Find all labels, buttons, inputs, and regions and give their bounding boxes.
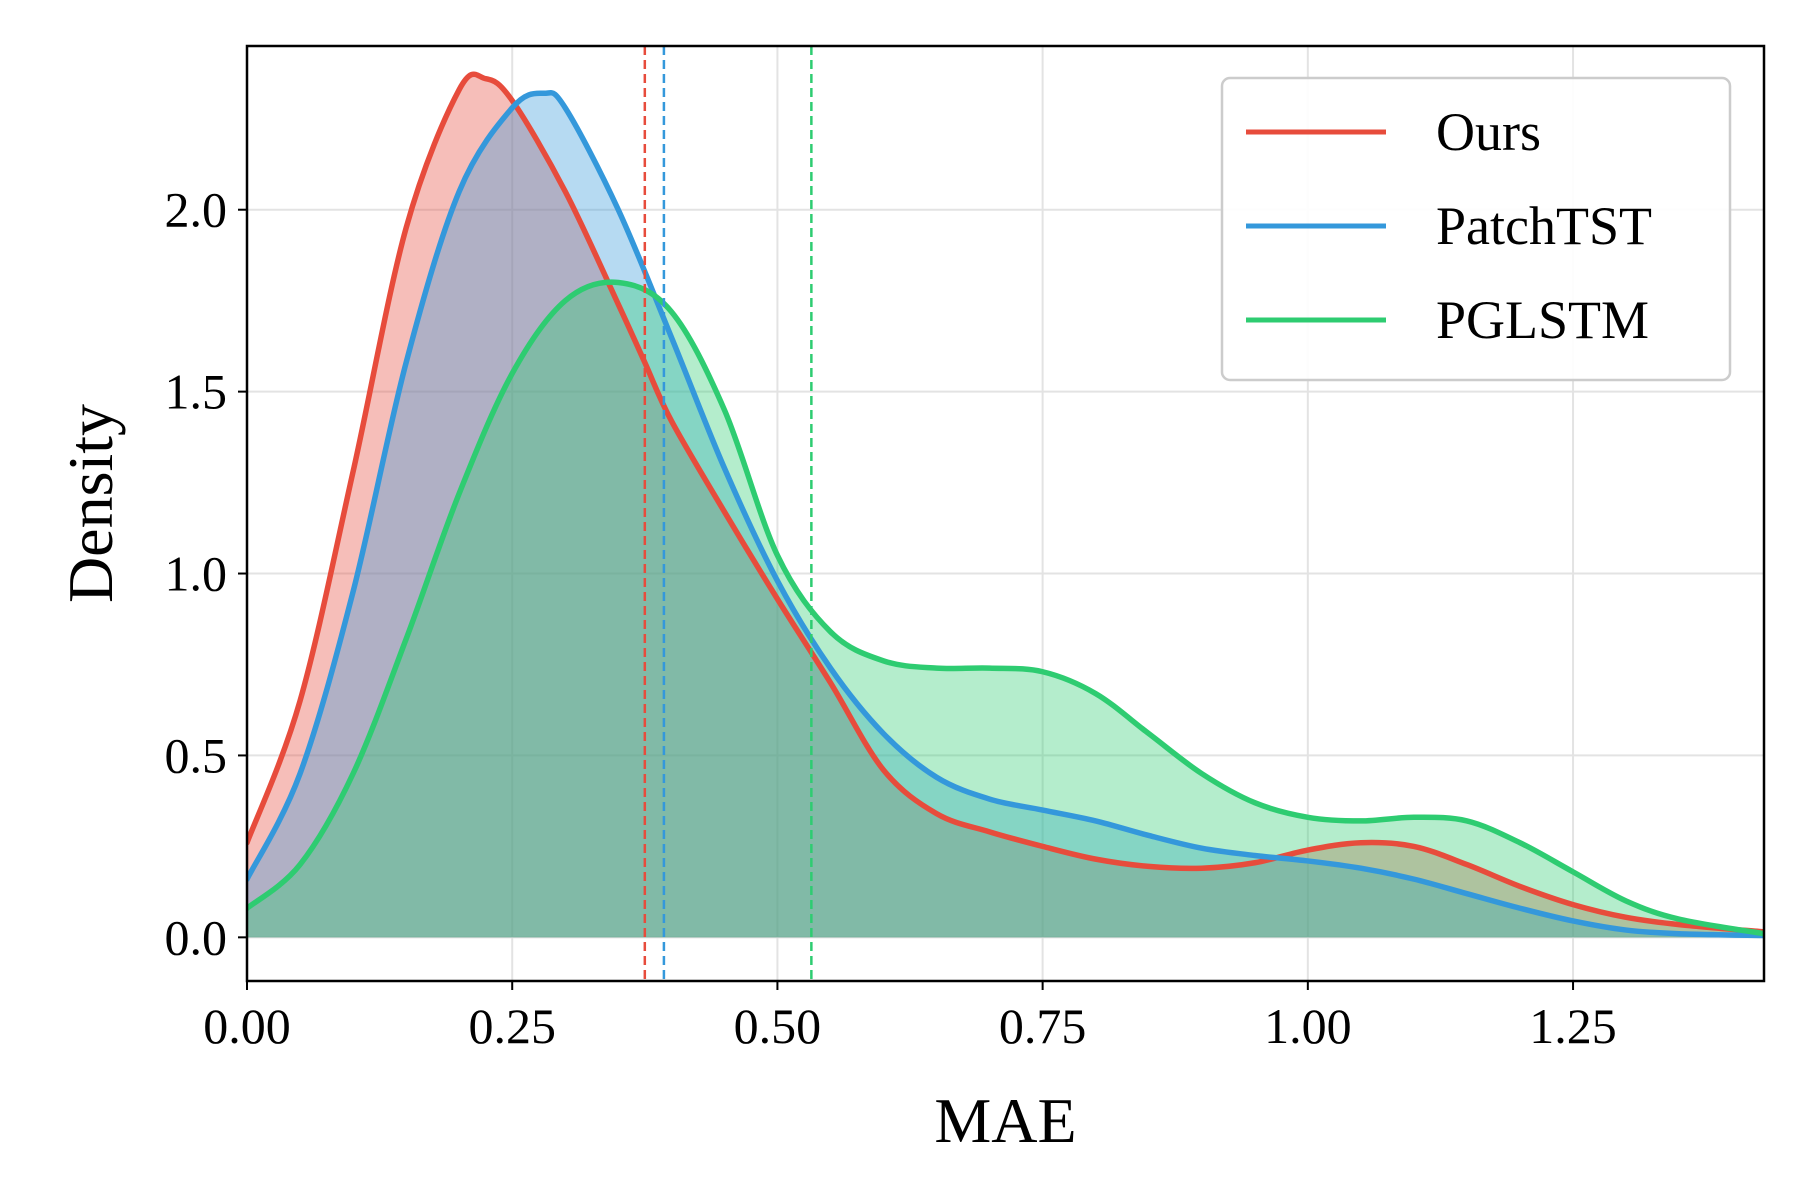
density-line-pglstm	[247, 279, 1764, 937]
axes-frame	[245, 44, 1766, 983]
x-tick-label: 0.75	[999, 998, 1087, 1054]
density-fills	[247, 74, 1764, 938]
ticks: 0.00 0.25 0.50 0.75 1.00 1.25 0.0 0.5 1.0 1.5 2.0	[165, 182, 1617, 1054]
x-tick-label: 1.00	[1264, 998, 1352, 1054]
legend-box	[1220, 76, 1732, 382]
legend-label-ours: Ours	[1436, 102, 1541, 162]
mean-lines	[643, 46, 813, 981]
y-tick-label: 1.5	[165, 364, 228, 420]
density-fill-ours	[247, 74, 1764, 938]
x-tick-label: 0.00	[203, 998, 291, 1054]
density-line-ours	[247, 71, 1764, 935]
x-tick-label: 0.50	[734, 998, 822, 1054]
legend: Ours PatchTST PGLSTM	[1220, 76, 1732, 382]
y-tick-label: 0.5	[165, 727, 228, 783]
x-tick-label: 0.25	[468, 998, 556, 1054]
y-tick-label: 2.0	[165, 182, 228, 238]
y-tick-label: 1.0	[165, 546, 228, 602]
y-tick-label: 0.0	[165, 909, 228, 965]
density-fill-pglstm	[247, 282, 1764, 938]
density-fill-patchtst	[247, 92, 1764, 938]
legend-label-patchtst: PatchTST	[1436, 196, 1652, 256]
x-axis-label: MAE	[934, 1085, 1076, 1156]
legend-label-pglstm: PGLSTM	[1436, 290, 1649, 350]
density-line-patchtst	[247, 90, 1764, 939]
y-axis-label: Density	[55, 404, 126, 603]
density-lines	[247, 71, 1764, 939]
x-tick-label: 1.25	[1529, 998, 1617, 1054]
